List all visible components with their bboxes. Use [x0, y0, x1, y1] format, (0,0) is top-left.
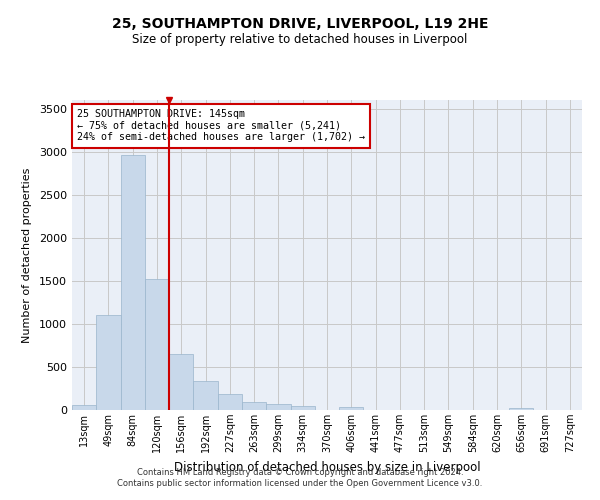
- Text: Size of property relative to detached houses in Liverpool: Size of property relative to detached ho…: [133, 32, 467, 46]
- Bar: [339, 408, 364, 410]
- Bar: [169, 354, 193, 410]
- Bar: [509, 408, 533, 410]
- Bar: [218, 394, 242, 410]
- Bar: [266, 404, 290, 410]
- Bar: [96, 316, 121, 410]
- Bar: [121, 155, 145, 410]
- X-axis label: Distribution of detached houses by size in Liverpool: Distribution of detached houses by size …: [173, 460, 481, 473]
- Bar: [193, 380, 218, 410]
- Bar: [290, 406, 315, 410]
- Bar: [145, 279, 169, 410]
- Bar: [242, 402, 266, 410]
- Text: Contains HM Land Registry data © Crown copyright and database right 2024.
Contai: Contains HM Land Registry data © Crown c…: [118, 468, 482, 487]
- Text: 25, SOUTHAMPTON DRIVE, LIVERPOOL, L19 2HE: 25, SOUTHAMPTON DRIVE, LIVERPOOL, L19 2H…: [112, 18, 488, 32]
- Y-axis label: Number of detached properties: Number of detached properties: [22, 168, 32, 342]
- Bar: [72, 406, 96, 410]
- Text: 25 SOUTHAMPTON DRIVE: 145sqm
← 75% of detached houses are smaller (5,241)
24% of: 25 SOUTHAMPTON DRIVE: 145sqm ← 75% of de…: [77, 110, 365, 142]
